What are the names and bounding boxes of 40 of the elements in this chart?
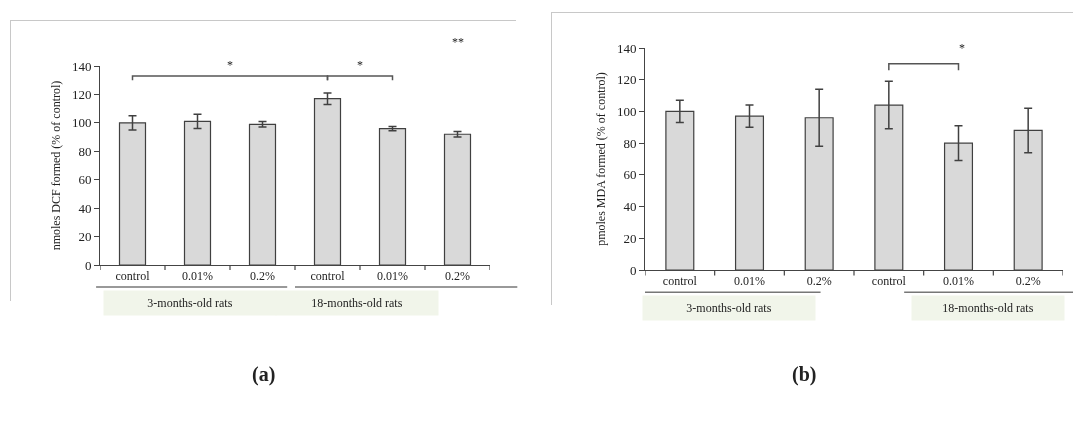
x-tick-label: 0.01%: [734, 274, 765, 289]
annotation: *: [959, 41, 965, 55]
y-tick-label: 20: [78, 229, 92, 245]
text: 3-months-old rats: [147, 296, 233, 310]
y-tick-label: 60: [78, 172, 92, 188]
y-tick-label: 80: [623, 135, 637, 151]
x-tick-label: 0.01%: [943, 274, 974, 289]
y-tick-label: 120: [616, 72, 637, 88]
x-tick-label: 0.01%: [182, 269, 213, 284]
x-tick-label: control: [310, 269, 346, 284]
y-axis-title: pmoles MDA formed (% of control): [594, 72, 609, 246]
text: 18-months-old rats: [942, 301, 1034, 315]
text: **: [452, 35, 464, 49]
y-tick-label: 100: [71, 115, 92, 131]
y-tick-label: 60: [623, 167, 637, 183]
x-tick-label: 0.01%: [377, 269, 408, 284]
x-tick-label: control: [662, 274, 698, 289]
y-tick-label: 120: [71, 86, 92, 102]
x-tick-label: 0.2%: [250, 269, 275, 284]
y-tick-label: 100: [616, 103, 637, 119]
y-tick-label: 20: [623, 230, 637, 246]
x-tick-label: 0.2%: [445, 269, 470, 284]
x-tick-label: 0.2%: [1015, 274, 1041, 289]
y-tick-label: 40: [78, 200, 92, 216]
text: 18-months-old rats: [311, 296, 403, 310]
y-tick-label: 0: [629, 262, 637, 278]
y-tick-label: 140: [616, 40, 637, 56]
y-tick-label: 0: [84, 257, 92, 273]
x-tick-label: control: [115, 269, 151, 284]
y-tick-label: 80: [78, 143, 92, 159]
x-tick-label: 0.2%: [806, 274, 832, 289]
annotation: *: [357, 58, 363, 72]
text: 3-months-old rats: [686, 301, 772, 315]
annotation: *: [227, 58, 233, 72]
y-tick-label: 40: [623, 199, 637, 215]
text: (a): [252, 363, 276, 386]
y-tick-label: 140: [71, 58, 92, 74]
y-axis-title: nmoles DCF formed (% of control): [49, 80, 64, 251]
text: (b): [792, 363, 817, 386]
x-tick-label: control: [871, 274, 907, 289]
